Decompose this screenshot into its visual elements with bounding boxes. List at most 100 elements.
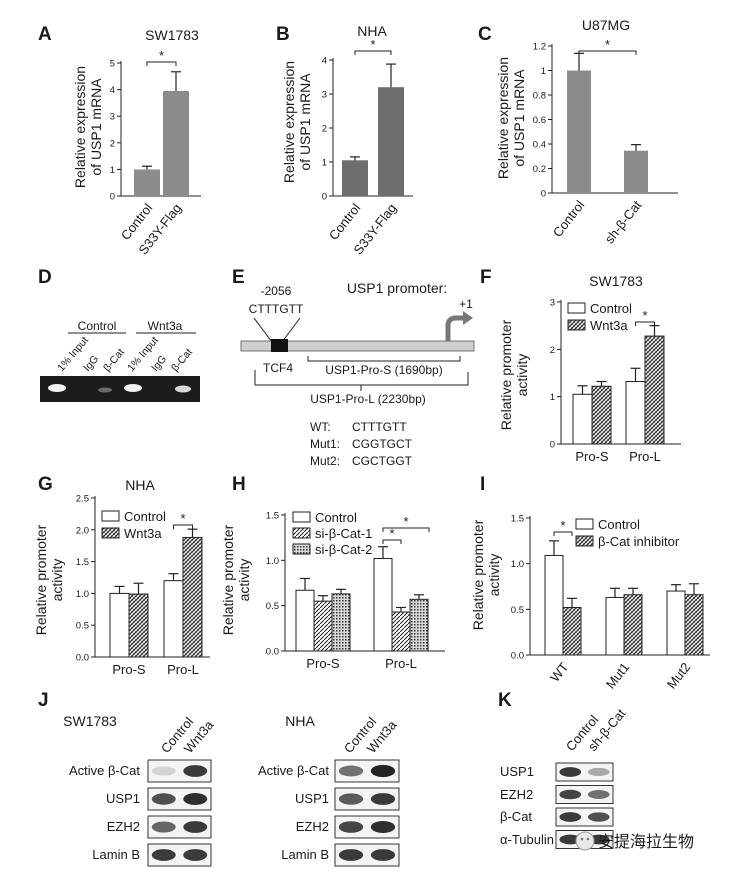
panel-g-ytick-label: 1.5: [76, 557, 89, 568]
panel-b-ytick-label: 2: [322, 124, 327, 135]
panel-f-bar-pro-l-1: [625, 381, 646, 445]
panel-j-left-blot-3-band-1: [151, 821, 176, 833]
panel-d-lane-6: β-Cat: [169, 346, 195, 374]
panel-f-legend-label-2: Wnt3a: [590, 318, 628, 333]
panel-h-ytick-label: 0.0: [266, 647, 279, 658]
panel-h-legend-swatch-3: [292, 543, 311, 555]
panel-i-bar-wt-1: [544, 554, 564, 656]
panel-g-category-label: Pro-L: [167, 662, 199, 677]
panel-i-category-label: Mut2: [664, 660, 694, 692]
panel-e-title: USP1 promoter:: [347, 280, 447, 296]
panel-a: A SW1783 Relative expression of USP1 mRN…: [38, 24, 201, 257]
panel-g-ytick-label: 2.5: [76, 494, 89, 505]
panel-a-significance-star: *: [159, 48, 164, 63]
panel-g-ytick-label: 1.0: [76, 589, 89, 600]
panel-j-right-row-4: Lamin B: [281, 847, 329, 862]
panel-a-significance-bracket: [146, 61, 177, 66]
panel-e-tf-label: TCF4: [263, 361, 293, 375]
panel-c: C U87MG Relative expression of USP1 mRNA…: [478, 17, 678, 246]
panel-k-blot-3-band-1: [559, 812, 582, 822]
panel-e-mut1-seq: CGGTGCT: [352, 437, 413, 451]
panel-g-ytick-label: 0.5: [76, 621, 89, 632]
panel-g-chart: 0.0 0.5 1.0 1.5 2.0 2.5 Pro-S Pro-L Control Wnt3a…: [76, 494, 210, 677]
panel-j-left-row-2: USP1: [106, 791, 140, 806]
panel-a-ytick-label: 5: [110, 59, 115, 70]
panel-i-legend-swatch-1: [575, 518, 594, 530]
panel-f-ytick-label: 1: [550, 392, 555, 403]
panel-g-bar-pro-l-1: [163, 580, 184, 658]
panel-c-category-label: sh-β-Cat: [602, 197, 645, 246]
panel-d-band-bcat-wnt3a: [175, 385, 191, 393]
panel-a-ylabel-line2: of USP1 mRNA: [88, 78, 104, 176]
panel-f-ylabel-line1: Relative promoter: [498, 319, 514, 430]
panel-b-ytick-label: 4: [322, 56, 327, 67]
panel-e-tss-label: +1: [459, 297, 473, 311]
panel-k-blot-3-band-2: [587, 812, 610, 822]
panel-b-significance-bracket: [354, 50, 392, 55]
panel-f-letter: F: [480, 267, 492, 288]
panel-d-lane-5: IgG: [149, 353, 169, 374]
panel-h-bar-pro-s-1: [295, 589, 315, 652]
panel-k: K Control sh-β-Cat USP1 EZH2 β-Cat α-Tub…: [498, 690, 694, 851]
panel-h-legend-swatch-1: [292, 511, 311, 523]
panel-i-significance-star: *: [560, 518, 565, 533]
panel-k-row-1: USP1: [500, 764, 534, 779]
panel-e-zoom-line-right: [281, 317, 301, 343]
panel-h-letter: H: [232, 474, 246, 495]
panel-k-row-4: α-Tubulin: [500, 832, 554, 847]
panel-a-ylabel-line1: Relative expression: [72, 66, 88, 188]
panel-j-left-blot-3-band-2: [183, 821, 208, 833]
panel-g-legend-label-1: Control: [124, 509, 166, 524]
panel-h-bar-pro-l-1: [373, 558, 393, 652]
panel-k-letter: K: [498, 690, 512, 711]
panel-e-wt-seq: CTTTGTT: [352, 420, 407, 434]
panel-c-significance-star: *: [605, 37, 610, 52]
panel-f-ytick-label: 0: [550, 440, 555, 451]
panel-c-ytick-label: 0.8: [533, 91, 546, 102]
panel-c-bar-2: [624, 150, 648, 193]
panel-b-ytick-label: 0: [322, 192, 327, 203]
panel-h-bar-pro-s-3: [331, 593, 351, 652]
panel-h-significance-star-2: *: [403, 514, 408, 529]
panel-h-category-label: Pro-S: [306, 656, 340, 671]
panel-h-significance-star-1: *: [389, 526, 394, 541]
panel-h-bar-pro-s-2: [313, 600, 333, 652]
panel-c-category-label: Control: [550, 198, 588, 240]
panel-b-ytick-label: 1: [322, 158, 327, 169]
wechat-icon: [575, 831, 595, 851]
panel-d: D Control Wnt3a 1% Input IgG β-Cat 1% In…: [38, 267, 200, 402]
panel-i-category-label: WT: [547, 660, 571, 685]
panel-d-lane-2: IgG: [81, 353, 101, 374]
panel-j-right-row-3: EZH2: [296, 819, 329, 834]
panel-j-right-row-1: Active β-Cat: [258, 763, 329, 778]
panel-a-ytick-label: 0: [110, 192, 115, 203]
panel-i-bar-mut2-1: [666, 590, 686, 656]
panel-a-title: SW1783: [145, 27, 199, 43]
panel-d-group-wnt3a: Wnt3a: [148, 319, 183, 333]
panel-g-significance-star: *: [180, 511, 185, 526]
panel-i-legend-label-2: β-Cat inhibitor: [598, 534, 680, 549]
panel-g-legend-label-2: Wnt3a: [124, 526, 162, 541]
panel-b-category-label: Control: [326, 201, 364, 243]
panel-c-letter: C: [478, 24, 492, 45]
panel-e-tss-arrowhead: [463, 311, 473, 325]
panel-e: E USP1 promoter: -2056 CTTTGTT +1 TCF4 U…: [232, 267, 475, 468]
panel-b-letter: B: [276, 24, 290, 45]
panel-d-group-control: Control: [78, 319, 117, 333]
panel-g-legend-swatch-2: [101, 527, 120, 539]
panel-g-ytick-label: 2.0: [76, 525, 89, 536]
panel-g-legend-swatch-1: [101, 510, 120, 522]
panel-e-pro-l-label: USP1-Pro-L (2230bp): [310, 392, 426, 406]
panel-e-mut1-name: Mut1:: [310, 437, 340, 451]
panel-i-chart: 0.0 0.5 1.0 1.5 WT Mut1 Mut2 Control β-Cat inhib…: [511, 514, 710, 692]
panel-j-left-blot-1-band-1: [151, 766, 176, 776]
panel-f-ytick-label: 3: [550, 298, 555, 309]
panel-e-pro-s-label: USP1-Pro-S (1690bp): [325, 363, 442, 377]
panel-e-zoom-line-left: [253, 317, 273, 343]
panel-c-ytick-label: 0.4: [533, 140, 546, 151]
panel-c-ytick-label: 0: [541, 189, 546, 200]
panel-h-ytick-label: 1.5: [266, 511, 279, 522]
